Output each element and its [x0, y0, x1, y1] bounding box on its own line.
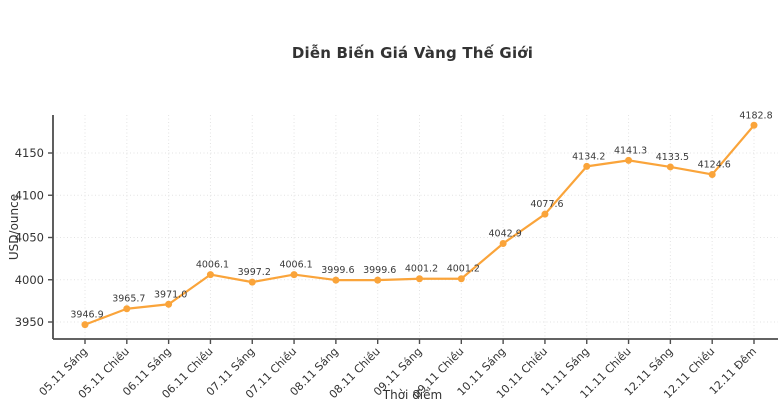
data-point-marker — [81, 321, 89, 329]
data-point-marker — [708, 170, 716, 178]
data-point-value-label: 4077.6 — [530, 199, 563, 210]
data-point-value-label: 4141.3 — [614, 145, 647, 156]
y-tick-label: 4050 — [15, 231, 44, 245]
data-point-value-label: 3997.2 — [238, 267, 271, 278]
data-point-marker — [457, 275, 465, 283]
data-point-marker — [541, 210, 549, 218]
axes — [48, 115, 778, 344]
gold-price-series: 3946.9 3965.7 3971.0 4006.1 3997.2 4006.1 3999… — [70, 110, 773, 329]
data-point-marker — [416, 275, 423, 283]
data-point-marker — [583, 162, 591, 170]
data-point-value-label: 3971.0 — [154, 289, 187, 300]
data-point-marker — [666, 163, 674, 171]
data-point-value-label: 4133.5 — [656, 152, 689, 163]
y-tick-label: 4100 — [15, 188, 44, 202]
data-point-marker — [206, 271, 214, 279]
data-point-marker — [499, 239, 507, 247]
data-point-value-label: 4182.8 — [739, 110, 772, 121]
data-point-marker — [248, 278, 256, 286]
data-point-value-label: 4042.9 — [489, 228, 522, 239]
y-tick-label: 4150 — [15, 146, 44, 160]
data-point-marker — [374, 276, 382, 284]
data-point-marker — [332, 276, 340, 284]
data-point-value-label: 4001.2 — [405, 264, 438, 275]
data-point-marker — [123, 305, 131, 313]
data-point-value-label: 3946.9 — [70, 310, 103, 321]
data-point-marker — [165, 300, 173, 308]
y-tick-label: 4000 — [15, 273, 44, 287]
data-point-value-label: 3965.7 — [112, 294, 145, 305]
data-point-value-label: 4006.1 — [279, 260, 312, 271]
data-point-value-label: 4001.2 — [447, 264, 480, 275]
data-point-value-label: 4006.1 — [196, 260, 229, 271]
data-point-value-label: 4134.2 — [572, 151, 605, 162]
data-point-value-label: 4124.6 — [698, 159, 731, 170]
y-tick-label: 3950 — [15, 315, 44, 329]
data-point-marker — [625, 156, 633, 164]
x-axis-title: Thời điểm — [382, 388, 443, 402]
data-point-value-label: 3999.6 — [321, 265, 354, 276]
data-point-marker — [290, 271, 298, 279]
data-point-marker — [750, 121, 758, 129]
gridlines — [53, 115, 778, 339]
data-point-value-label: 3999.6 — [363, 265, 396, 276]
chart-title: Diễn Biến Giá Vàng Thế Giới — [291, 44, 534, 62]
